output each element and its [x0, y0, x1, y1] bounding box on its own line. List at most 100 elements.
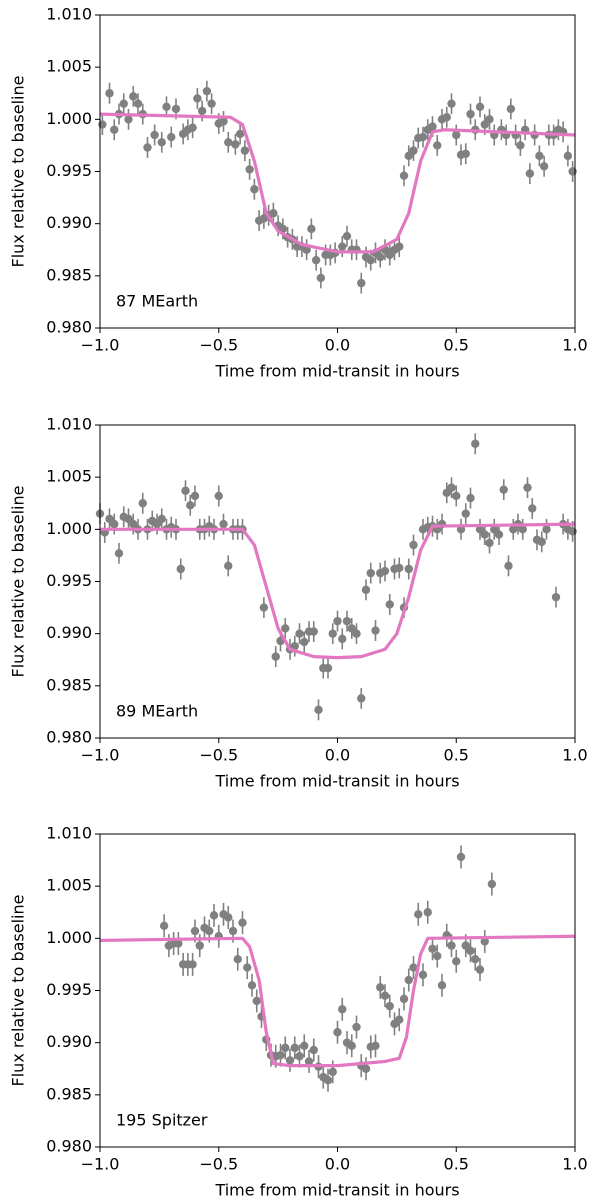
data-point: [499, 485, 508, 494]
data-point: [269, 209, 278, 218]
data-point: [480, 530, 489, 539]
data-point: [162, 102, 171, 112]
data-point: [371, 626, 380, 635]
x-tick-label: −0.5: [199, 1155, 238, 1174]
data-point: [157, 514, 166, 524]
data-point: [207, 99, 216, 108]
y-tick-label: 0.980: [46, 728, 92, 747]
data-point: [333, 616, 342, 626]
x-tick-label: 1.0: [562, 336, 587, 355]
data-point: [433, 951, 442, 961]
data-point: [551, 592, 561, 602]
data-point: [190, 491, 200, 501]
data-point: [193, 94, 202, 103]
x-tick-label: −1.0: [81, 746, 120, 765]
data-point: [563, 151, 573, 161]
data-point: [174, 939, 183, 948]
data-point: [494, 530, 504, 539]
data-point: [110, 125, 119, 134]
data-point: [537, 537, 546, 547]
data-point: [316, 273, 326, 283]
data-point: [129, 92, 138, 101]
y-tick-label: 0.990: [46, 623, 92, 642]
y-tick-label: 0.985: [46, 265, 92, 284]
axes-frame: [99, 833, 576, 1148]
x-tick-label: −1.0: [81, 336, 120, 355]
data-point: [466, 109, 475, 119]
data-point: [133, 99, 143, 108]
data-point: [433, 141, 442, 150]
data-point: [342, 231, 352, 241]
data-point: [516, 141, 525, 150]
data-point: [188, 960, 197, 969]
data-point: [328, 1067, 337, 1077]
data-point: [352, 1022, 361, 1032]
data-point: [380, 566, 390, 576]
data-point: [124, 115, 133, 124]
y-tick-label: 1.000: [46, 928, 92, 947]
x-tick-label: −1.0: [81, 1155, 120, 1174]
y-tick-label: 0.985: [46, 1084, 92, 1103]
data-point: [456, 852, 466, 862]
data-point: [452, 491, 461, 501]
x-tick-label: −0.5: [199, 746, 238, 765]
data-point: [475, 102, 485, 112]
data-point: [347, 1041, 356, 1050]
y-tick-label: 0.980: [46, 318, 92, 337]
data-point: [290, 641, 299, 651]
y-tick-label: 1.005: [46, 467, 92, 486]
y-tick-label: 0.995: [46, 161, 92, 180]
data-point: [205, 926, 214, 936]
data-point: [338, 242, 347, 251]
data-point: [186, 501, 195, 510]
model-line: [99, 112, 576, 254]
data-point: [506, 104, 516, 114]
x-tick-label: 0.0: [325, 1155, 350, 1174]
y-tick-label: 1.005: [46, 876, 92, 895]
data-point: [252, 996, 261, 1006]
data-point: [105, 89, 114, 98]
data-point: [423, 908, 432, 917]
data-point: [195, 941, 204, 950]
data-point: [376, 983, 385, 992]
data-point: [466, 946, 475, 956]
data-point: [309, 1045, 318, 1055]
data-point: [409, 963, 418, 972]
data-point: [159, 921, 169, 931]
data-point: [361, 585, 371, 595]
data-point: [224, 138, 233, 147]
y-axis-label: Flux relative to baseline: [9, 895, 28, 1087]
data-point: [311, 255, 321, 265]
data-point: [181, 486, 190, 495]
x-tick-label: −0.5: [199, 336, 238, 355]
data-point: [385, 600, 394, 609]
y-tick-label: 1.010: [46, 824, 92, 843]
data-point: [466, 493, 475, 503]
data-point: [219, 117, 228, 126]
data-point: [352, 629, 361, 638]
data-point: [259, 603, 269, 612]
data-point: [461, 509, 470, 518]
data-point: [404, 975, 413, 985]
data-point: [366, 255, 375, 265]
x-tick-label: 0.5: [444, 336, 469, 355]
data-point: [333, 1028, 342, 1037]
y-tick-label: 0.990: [46, 1032, 92, 1051]
data-point: [487, 879, 497, 889]
data-point: [395, 242, 404, 251]
y-tick-label: 0.980: [46, 1137, 92, 1156]
y-tick-label: 0.985: [46, 675, 92, 694]
data-point: [480, 937, 489, 946]
data-point: [376, 252, 385, 262]
data-point: [414, 910, 423, 919]
data-point: [323, 663, 333, 673]
data-point: [114, 549, 124, 558]
data-point: [309, 627, 318, 636]
data-point: [302, 245, 311, 254]
data-point: [528, 504, 537, 513]
data-point: [176, 564, 185, 574]
data-point: [138, 499, 147, 508]
x-axis-label: Time from mid-transit in hours: [214, 362, 459, 381]
data-point: [276, 1050, 285, 1060]
